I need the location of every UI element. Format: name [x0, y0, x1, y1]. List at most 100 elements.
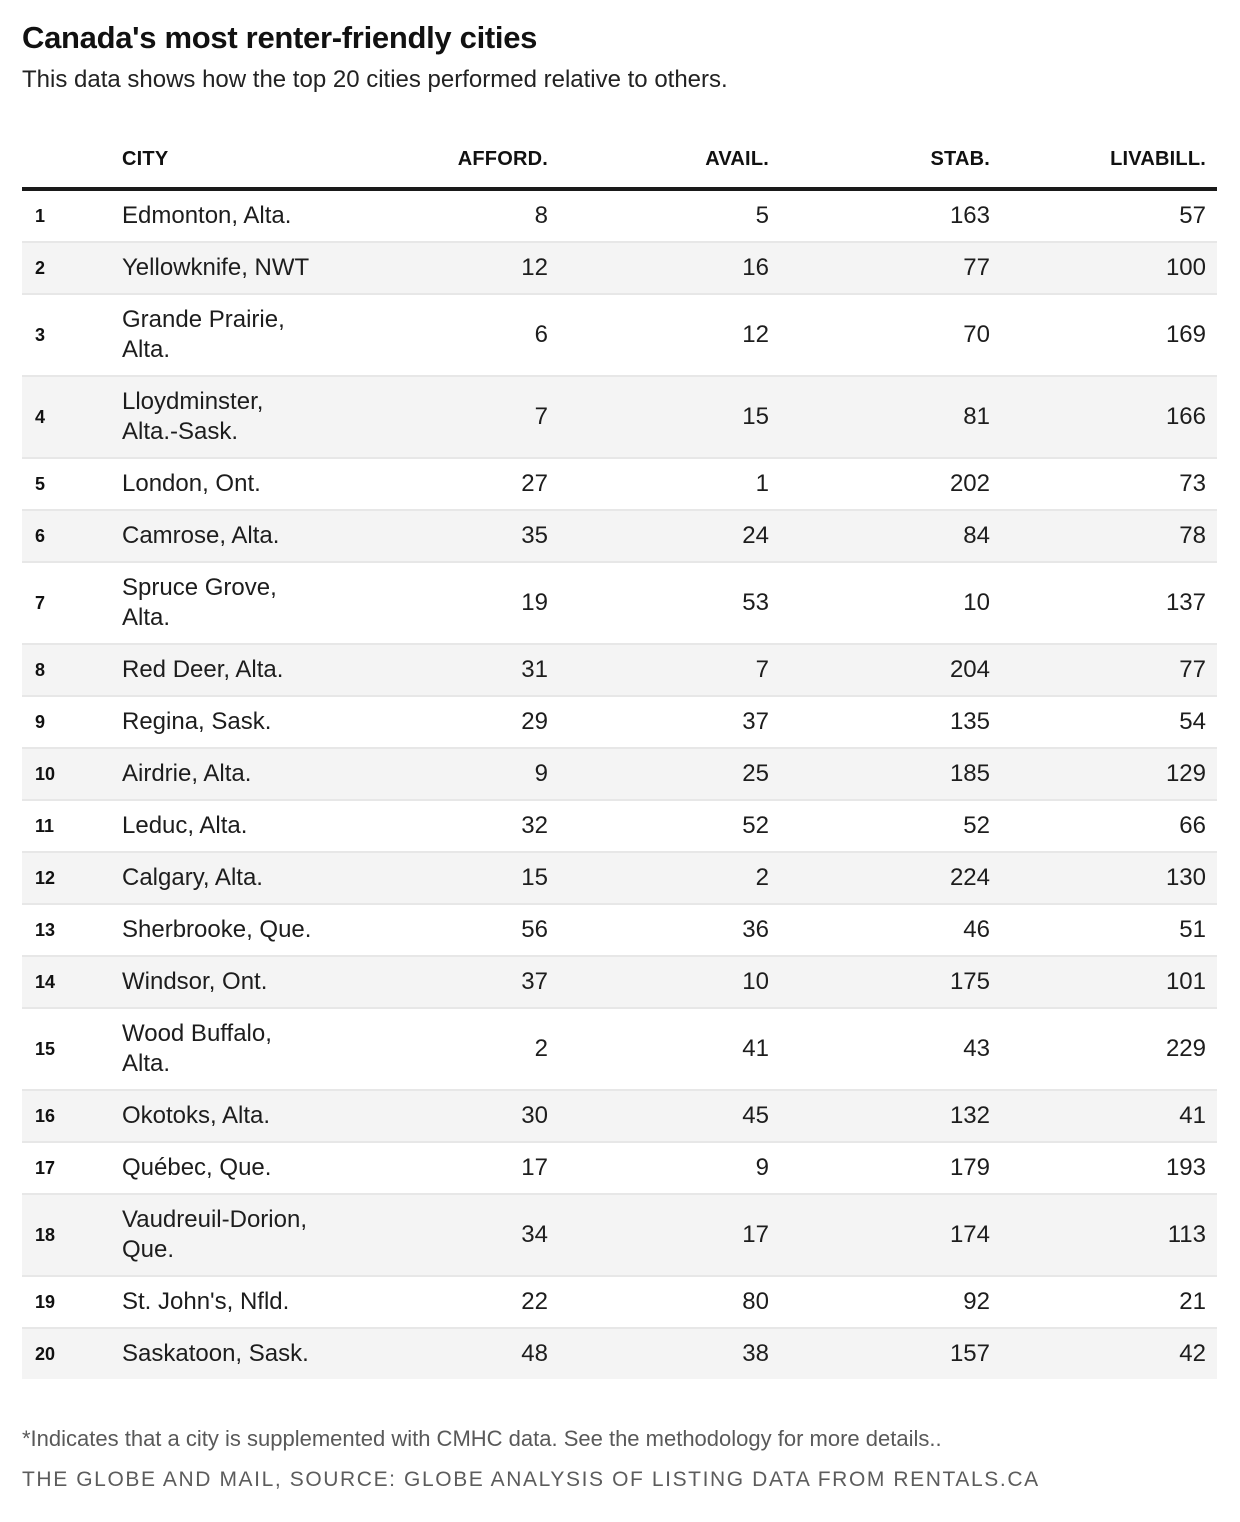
table-header-row: CITY AFFORD. AVAIL. STAB. LIVABILL. — [22, 147, 1217, 191]
livabill-cell: 166 — [1165, 403, 1206, 430]
livabill-cell: 229 — [1165, 1035, 1206, 1062]
stab-cell: 204 — [949, 656, 990, 683]
city-cell: Lloydminster, Alta.-Sask. — [122, 388, 264, 445]
city-cell: London, Ont. — [122, 470, 261, 497]
afford-cell: 22 — [521, 1288, 548, 1315]
rank-cell: 7 — [35, 593, 46, 613]
livabill-cell: 193 — [1165, 1154, 1206, 1181]
avail-column-header: AVAIL. — [705, 148, 769, 170]
afford-cell: 6 — [534, 321, 548, 348]
stab-cell: 135 — [949, 708, 990, 735]
stab-cell: 84 — [963, 522, 990, 549]
afford-cell: 27 — [521, 470, 548, 497]
afford-cell: 32 — [521, 812, 548, 839]
afford-column-header: AFFORD. — [457, 148, 548, 170]
avail-cell: 24 — [742, 522, 769, 549]
avail-cell: 36 — [742, 916, 769, 943]
city-cell: Okotoks, Alta. — [122, 1102, 271, 1129]
livabill-cell: 169 — [1165, 321, 1206, 348]
table-row: 16 Okotoks, Alta. 30 45 132 41 — [22, 1089, 1217, 1141]
city-cell: Windsor, Ont. — [122, 968, 268, 995]
rank-cell: 19 — [35, 1292, 56, 1312]
rank-cell: 10 — [35, 764, 56, 784]
livabill-cell: 57 — [1179, 202, 1206, 229]
stab-cell: 52 — [963, 812, 990, 839]
stab-cell: 157 — [949, 1340, 990, 1367]
livabill-cell: 130 — [1165, 864, 1206, 891]
rank-cell: 18 — [35, 1225, 56, 1245]
rank-cell: 20 — [35, 1344, 56, 1364]
table-row: 18 Vaudreuil-Dorion, Que. 34 17 174 113 — [22, 1193, 1217, 1275]
footnote: *Indicates that a city is supplemented w… — [22, 1426, 942, 1451]
rank-cell: 3 — [35, 325, 46, 345]
afford-cell: 31 — [521, 656, 548, 683]
stab-cell: 77 — [963, 254, 990, 281]
rank-cell: 12 — [35, 868, 56, 888]
livabill-cell: 113 — [1167, 1221, 1206, 1248]
livabill-cell: 21 — [1179, 1288, 1206, 1315]
avail-cell: 1 — [755, 470, 769, 497]
city-cell: Spruce Grove, Alta. — [122, 574, 277, 631]
livabill-cell: 100 — [1165, 254, 1206, 281]
avail-cell: 12 — [742, 321, 769, 348]
avail-cell: 41 — [742, 1035, 769, 1062]
table-row: 12 Calgary, Alta. 15 2 224 130 — [22, 851, 1217, 903]
rank-cell: 5 — [35, 474, 46, 494]
city-cell: Québec, Que. — [122, 1154, 272, 1181]
avail-cell: 25 — [742, 760, 769, 787]
livabill-cell: 54 — [1179, 708, 1206, 735]
afford-cell: 12 — [521, 254, 548, 281]
stab-cell: 179 — [949, 1154, 990, 1181]
city-cell: Grande Prairie, Alta. — [122, 306, 285, 363]
rank-cell: 8 — [35, 660, 46, 680]
afford-cell: 34 — [521, 1221, 548, 1248]
stab-cell: 202 — [949, 470, 990, 497]
table-row: 15 Wood Buffalo, Alta. 2 41 43 229 — [22, 1007, 1217, 1089]
afford-cell: 19 — [521, 589, 548, 616]
city-cell: Airdrie, Alta. — [122, 760, 252, 787]
stab-cell: 46 — [963, 916, 990, 943]
livabill-cell: 129 — [1165, 760, 1206, 787]
city-cell: Wood Buffalo, Alta. — [122, 1020, 272, 1077]
stab-cell: 224 — [949, 864, 990, 891]
city-column-header: CITY — [122, 148, 169, 170]
livabill-cell: 73 — [1179, 470, 1206, 497]
livabill-cell: 78 — [1179, 522, 1206, 549]
rank-cell: 15 — [35, 1039, 56, 1059]
stab-cell: 43 — [963, 1035, 990, 1062]
avail-cell: 80 — [742, 1288, 769, 1315]
city-rankings-table: CITY AFFORD. AVAIL. STAB. LIVABILL. 1 Ed… — [22, 147, 1217, 1379]
livabill-cell: 137 — [1165, 589, 1206, 616]
table-row: 3 Grande Prairie, Alta. 6 12 70 169 — [22, 293, 1217, 375]
table-row: 10 Airdrie, Alta. 9 25 185 129 — [22, 747, 1217, 799]
rank-cell: 14 — [35, 972, 56, 992]
city-cell: Saskatoon, Sask. — [122, 1340, 309, 1367]
stab-cell: 81 — [963, 403, 990, 430]
stab-cell: 174 — [949, 1221, 990, 1248]
stab-cell: 163 — [949, 202, 990, 229]
avail-cell: 38 — [742, 1340, 769, 1367]
avail-cell: 15 — [742, 403, 769, 430]
afford-cell: 17 — [521, 1154, 548, 1181]
avail-cell: 5 — [755, 202, 769, 229]
subtitle: This data shows how the top 20 cities pe… — [22, 66, 728, 93]
city-cell: St. John's, Nfld. — [122, 1288, 290, 1315]
table-row: 20 Saskatoon, Sask. 48 38 157 42 — [22, 1327, 1217, 1379]
city-cell: Calgary, Alta. — [122, 864, 263, 891]
livabill-cell: 42 — [1179, 1340, 1206, 1367]
livabill-cell: 41 — [1179, 1102, 1206, 1129]
avail-cell: 10 — [742, 968, 769, 995]
afford-cell: 9 — [534, 760, 548, 787]
table-row: 1 Edmonton, Alta. 8 5 163 57 — [22, 191, 1217, 241]
afford-cell: 8 — [534, 202, 548, 229]
avail-cell: 45 — [742, 1102, 769, 1129]
stab-cell: 92 — [963, 1288, 990, 1315]
avail-cell: 2 — [755, 864, 769, 891]
livabill-column-header: LIVABILL. — [1110, 148, 1206, 170]
table-row: 9 Regina, Sask. 29 37 135 54 — [22, 695, 1217, 747]
table-body: 1 Edmonton, Alta. 8 5 163 57 2 Yellowkni… — [22, 191, 1217, 1379]
afford-cell: 35 — [521, 522, 548, 549]
rank-cell: 4 — [35, 407, 46, 427]
table-row: 11 Leduc, Alta. 32 52 52 66 — [22, 799, 1217, 851]
table-row: 4 Lloydminster, Alta.-Sask. 7 15 81 166 — [22, 375, 1217, 457]
